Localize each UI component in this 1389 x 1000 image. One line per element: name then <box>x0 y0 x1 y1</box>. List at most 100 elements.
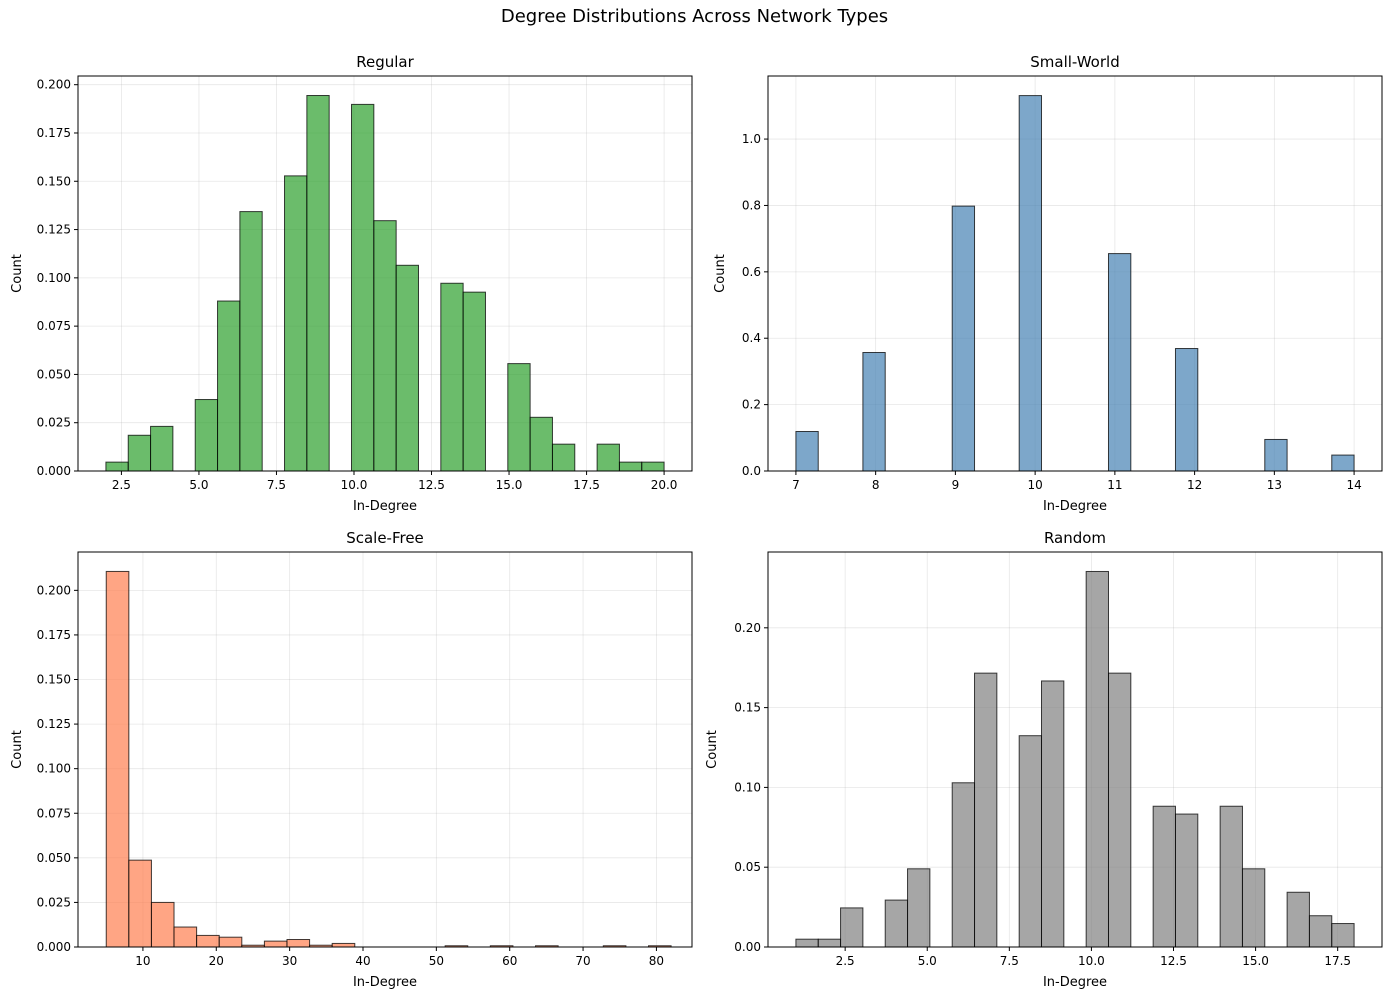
x-tick-label: 11 <box>1107 478 1122 492</box>
figure-title: Degree Distributions Across Network Type… <box>500 6 889 27</box>
histogram-bar <box>596 443 620 472</box>
y-tick-label: 0.125 <box>37 717 71 731</box>
x-tick-label: 12.5 <box>1160 954 1187 968</box>
x-tick-label: 5.0 <box>189 478 208 492</box>
y-tick-label: 0.175 <box>37 126 71 140</box>
histogram-bar <box>105 461 129 472</box>
histogram-bar <box>150 425 174 472</box>
x-tick-label: 7 <box>792 478 800 492</box>
x-axis-label: In-Degree <box>353 975 417 990</box>
histogram-bar <box>284 175 308 472</box>
histogram-bar <box>1018 95 1043 472</box>
histogram-bar <box>462 291 486 472</box>
histogram-bar <box>551 443 576 472</box>
histogram-bar <box>286 939 311 948</box>
y-tick-label: 0.000 <box>37 464 71 478</box>
x-tick-label: 13 <box>1267 478 1282 492</box>
y-tick-label: 0.075 <box>37 806 71 820</box>
y-tick-label: 0.8 <box>742 198 761 212</box>
histogram-bar <box>795 431 819 472</box>
histogram-bar <box>840 907 864 948</box>
regular-subplot: 2.5 5.0 7.5 10.0 12.5 15.0 17.5 20.0 0.000 0.025 0… <box>10 53 693 514</box>
y-tick-label: 0.050 <box>37 367 71 381</box>
y-tick-label: 0.05 <box>734 860 761 874</box>
x-tick-label: 50 <box>429 954 444 968</box>
y-tick-label: 0.4 <box>742 331 761 345</box>
y-tick-label: 0.0 <box>742 464 761 478</box>
x-tick-label: 20 <box>209 954 224 968</box>
histogram-bar <box>795 938 819 948</box>
histogram-bar <box>641 461 665 472</box>
y-axis-label: Count <box>705 730 720 769</box>
subplot-title: Random <box>1044 529 1106 547</box>
x-tick-label: 15.0 <box>1242 954 1269 968</box>
y-tick-label: 0.00 <box>734 940 761 954</box>
x-tick-label: 15.0 <box>496 478 523 492</box>
x-tick-label: 17.5 <box>1324 954 1351 968</box>
histogram-bar <box>507 363 531 472</box>
histogram-bar <box>884 899 909 948</box>
x-tick-label: 10 <box>135 954 150 968</box>
x-tick-label: 7.5 <box>1000 954 1019 968</box>
histogram-bar <box>1018 735 1043 948</box>
histogram-bar <box>951 782 976 948</box>
histogram-bar <box>440 282 464 472</box>
histogram-bar <box>951 205 976 472</box>
y-axis-label: Count <box>10 730 25 769</box>
histogram-bar <box>529 416 553 472</box>
random-subplot: 2.5 5.0 7.5 10.0 12.5 15.0 17.5 0.00 0.05 0.10 0.1… <box>705 529 1383 990</box>
x-tick-label: 9 <box>952 478 960 492</box>
y-tick-label: 0.175 <box>37 628 71 642</box>
histogram-bar <box>395 264 419 472</box>
scale-free-subplot: 10 20 30 40 50 60 70 80 0.000 0.025 0.050 0.075 0.10… <box>10 529 693 990</box>
y-tick-label: 0.050 <box>37 851 71 865</box>
x-tick-label: 7.5 <box>267 478 286 492</box>
x-tick-label: 12.5 <box>418 478 445 492</box>
histogram-bar <box>1264 438 1288 472</box>
histogram-bar <box>817 938 842 948</box>
subplot-title: Regular <box>356 53 414 71</box>
axes-frame <box>767 551 1383 948</box>
x-tick-label: 5.0 <box>918 954 937 968</box>
x-tick-label: 60 <box>502 954 517 968</box>
axes-frame <box>77 75 693 472</box>
x-tick-label: 12 <box>1187 478 1202 492</box>
y-tick-label: 0.20 <box>734 621 761 635</box>
histogram-bar <box>1174 348 1199 472</box>
histogram-bar <box>128 859 152 948</box>
y-tick-label: 0.6 <box>742 265 761 279</box>
x-tick-label: 20.0 <box>651 478 678 492</box>
y-tick-label: 0.100 <box>37 762 71 776</box>
histogram-bar <box>239 211 263 472</box>
histogram-bar <box>196 934 220 948</box>
y-tick-label: 0.025 <box>37 895 71 909</box>
x-tick-label: 30 <box>282 954 297 968</box>
y-tick-label: 0.150 <box>37 174 71 188</box>
y-tick-label: 0.150 <box>37 673 71 687</box>
y-tick-label: 0.125 <box>37 223 71 237</box>
histogram-bar <box>974 672 998 948</box>
histogram-bar <box>331 942 356 948</box>
x-tick-label: 10.0 <box>341 478 368 492</box>
x-tick-label: 70 <box>575 954 590 968</box>
y-tick-label: 0.200 <box>37 583 71 597</box>
y-tick-label: 0.075 <box>37 319 71 333</box>
histogram-bar <box>1241 868 1266 948</box>
x-tick-label: 2.5 <box>836 954 855 968</box>
histogram-bar <box>217 300 241 472</box>
x-tick-label: 2.5 <box>112 478 131 492</box>
histogram-bar <box>1107 672 1132 948</box>
histogram-bar <box>1041 680 1065 948</box>
histogram-bar <box>173 926 198 948</box>
histogram-bar <box>306 95 330 472</box>
histogram-bar <box>1152 805 1176 948</box>
x-tick-label: 10.0 <box>1078 954 1105 968</box>
histogram-bar <box>105 570 130 948</box>
histogram-bar <box>263 940 288 948</box>
x-axis-label: In-Degree <box>353 499 417 514</box>
small-world-subplot: 7 8 9 10 11 12 13 14 0.0 0.2 0.4 0.6 0.8 1.0 Small-Wor… <box>713 53 1383 514</box>
axes-frame <box>77 551 693 948</box>
y-tick-label: 0.15 <box>734 701 761 715</box>
y-axis-label: Count <box>10 254 25 293</box>
